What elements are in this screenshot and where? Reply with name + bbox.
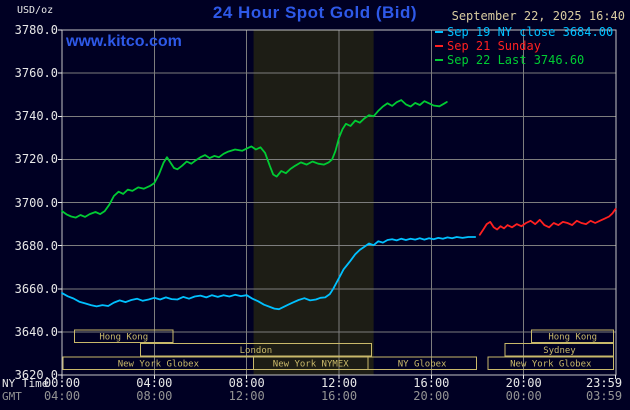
x-axis-ny-tick-label: 00:00 [43,376,81,390]
y-axis-tick-label: 3640.0 [14,324,58,339]
y-axis-tick-label: 3780.0 [14,23,58,37]
y-axis-tick-label: 3720.0 [14,152,58,167]
chart-datetime: September 22, 2025 16:40 [451,9,625,23]
y-axis-tick-label: 3620.0 [14,368,58,382]
session-label: New York Globex [510,360,592,370]
series-line-sep22 [61,99,448,219]
session-label: Hong Kong [99,333,148,343]
legend-label: Sep 21 Sunday [447,39,541,53]
y-axis-tick-label: 3760.0 [14,66,58,81]
x-axis-gmt-tick-label: 12:00 [228,389,265,403]
x-axis-ny-tick-label: 23:59 [585,376,623,390]
legend-label: Sep 19 NY close 3684.00 [447,25,614,39]
x-axis-ny-tick-label: 16:00 [413,376,450,390]
series-line-sep21 [478,208,617,236]
x-axis-ny-tick-label: 12:00 [320,376,358,390]
x-axis-gmt-tick-label: 04:00 [43,389,81,403]
session-label: NY Globex [398,360,447,370]
session-box-ny-globex [367,356,477,370]
x-axis-gmt-tick-label: 00:00 [505,389,542,403]
x-axis-gmt-tick-label: 16:00 [320,389,358,403]
y-axis-tick-label: 3680.0 [14,238,58,253]
legend-item-sep19: Sep 19 NY close 3684.00 [435,25,625,39]
legend-dash-icon [435,45,443,47]
legend-item-sep22: Sep 22 Last 3746.60 [435,53,625,67]
gmt-axis-label: GMT [2,390,22,403]
legend-item-sep21: Sep 21 Sunday [435,39,625,53]
x-axis-gmt-tick-label: 20:00 [413,389,450,403]
session-label: Sydney [543,346,576,356]
y-axis-tick-label: 3660.0 [14,281,58,296]
session-label: London [240,346,273,356]
session-box-london [139,343,372,357]
session-box-sydney [504,343,615,357]
session-box-hong-kong [531,329,615,343]
chart-legend: Sep 19 NY close 3684.00 Sep 21 Sunday Sep … [435,25,625,67]
session-label: New York NYMEX [273,360,349,370]
series-line-sep19 [61,236,477,311]
y-axis-tick-label: 3700.0 [14,195,58,210]
session-label: Hong Kong [548,333,597,343]
session-box-new-york-globex [487,356,615,370]
x-axis-ny-tick-label: 08:00 [228,376,265,390]
x-axis-ny-tick-label: 04:00 [136,376,173,390]
x-axis-gmt-tick-label: 03:59 [585,389,623,403]
session-label: New York Globex [118,360,200,370]
ny-time-axis-label: NY Time [2,377,49,390]
unit-label: USD/oz [17,5,54,16]
y-axis-tick-label: 3740.0 [14,109,58,124]
legend-dash-icon [435,59,443,61]
legend-label: Sep 22 Last 3746.60 [447,53,585,67]
chart-title: 24 Hour Spot Gold (Bid) [212,3,418,22]
kitco-watermark: www.kitco.com [66,33,182,50]
legend-dash-icon [435,31,443,33]
x-axis-ny-tick-label: 20:00 [505,376,542,390]
session-box-hong-kong [74,329,174,343]
x-axis-gmt-tick-label: 08:00 [136,389,173,403]
